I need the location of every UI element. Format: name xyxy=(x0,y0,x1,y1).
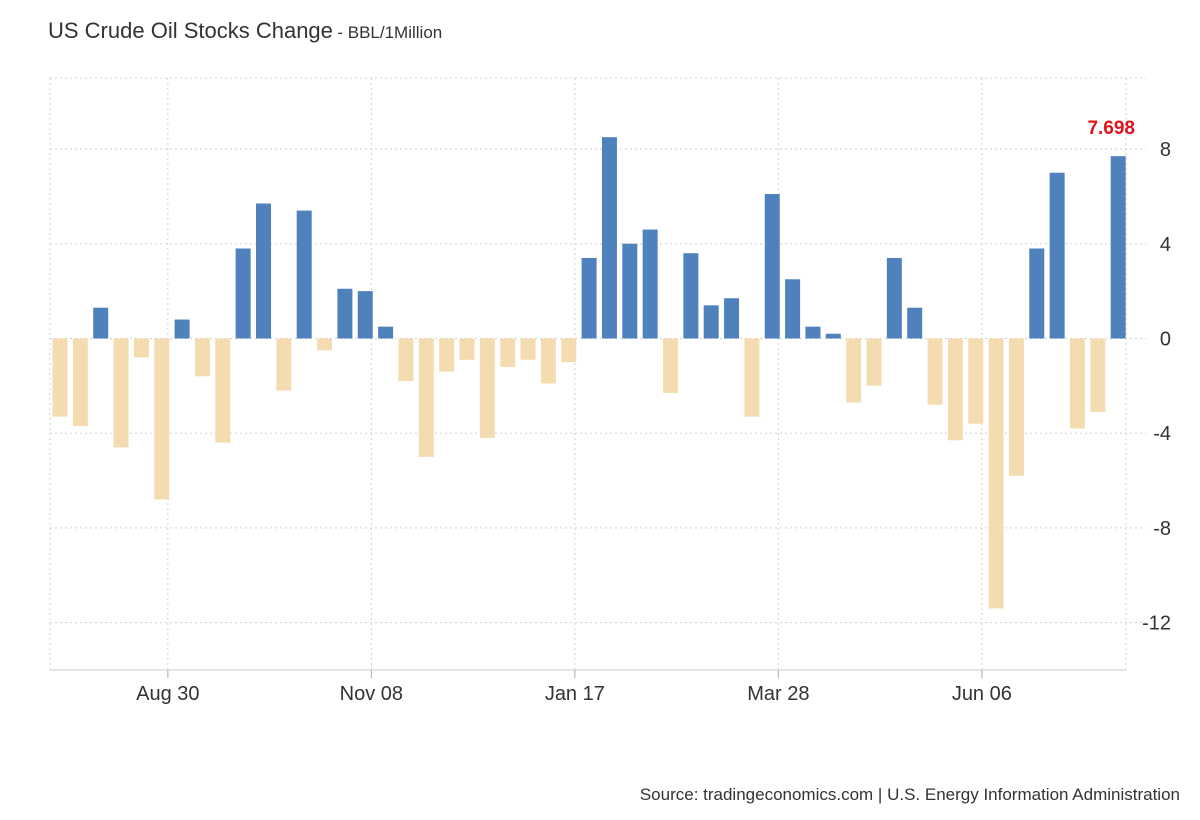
bar xyxy=(93,307,109,339)
bars xyxy=(52,137,1126,609)
x-tick-label: Mar 28 xyxy=(747,683,809,705)
bar xyxy=(1070,338,1085,429)
bar xyxy=(1049,172,1065,339)
bar xyxy=(785,279,801,339)
bar xyxy=(337,288,353,339)
tick-labels: 8 4 0 -4 -8 -12 Aug 30 Nov 08 Jan 17 Mar 28 Jun 06… xyxy=(136,118,1171,705)
bar xyxy=(561,338,577,363)
bar xyxy=(500,338,516,367)
bar xyxy=(296,210,312,339)
y-tick-label: -4 xyxy=(1153,423,1171,445)
bar xyxy=(459,338,475,360)
last-value-label: 7.698 xyxy=(1087,118,1135,139)
chart-title-block: US Crude Oil Stocks Change - BBL/1Millio… xyxy=(48,18,442,44)
bar xyxy=(581,257,597,339)
bar xyxy=(479,338,495,438)
bar xyxy=(764,194,780,339)
bar xyxy=(1110,156,1126,339)
bar xyxy=(846,338,862,403)
bar xyxy=(439,338,455,372)
bar xyxy=(256,203,271,339)
bar xyxy=(927,338,943,405)
bar xyxy=(398,338,414,382)
bar xyxy=(520,338,536,360)
bar xyxy=(1008,338,1024,476)
bar xyxy=(418,338,434,457)
y-tick-label: 0 xyxy=(1160,328,1171,350)
bar xyxy=(133,338,149,358)
axes xyxy=(50,669,1126,678)
x-tick-label: Jun 06 xyxy=(952,683,1012,705)
bar xyxy=(317,338,333,351)
bar xyxy=(72,338,88,427)
bar xyxy=(601,137,617,339)
bar xyxy=(805,326,821,339)
bar xyxy=(825,333,841,339)
bar xyxy=(642,229,658,339)
chart-subtitle: BBL/1Million xyxy=(347,23,443,42)
bar xyxy=(724,298,740,339)
bar xyxy=(540,338,556,384)
x-tick-label: Jan 17 xyxy=(545,683,605,705)
bar xyxy=(194,338,210,377)
bar xyxy=(1090,338,1106,412)
bar xyxy=(744,338,760,417)
bar xyxy=(113,338,129,448)
bar xyxy=(622,243,638,339)
bar xyxy=(154,338,170,500)
y-tick-label: -12 xyxy=(1142,613,1171,635)
bar xyxy=(866,338,882,386)
chart-title: US Crude Oil Stocks Change xyxy=(48,18,333,43)
x-tick-label: Nov 08 xyxy=(340,683,403,705)
bar xyxy=(968,338,984,424)
source-note: Source: tradingeconomics.com | U.S. Ener… xyxy=(639,785,1180,804)
y-tick-label: 4 xyxy=(1160,234,1171,256)
x-tick-label: Aug 30 xyxy=(136,683,199,705)
bar xyxy=(1029,248,1045,339)
bar xyxy=(174,319,190,339)
bar xyxy=(276,338,292,391)
bar xyxy=(357,291,373,339)
bar xyxy=(378,326,394,339)
bar xyxy=(947,338,963,441)
y-tick-label: -8 xyxy=(1153,518,1171,540)
bar xyxy=(663,338,678,393)
bar xyxy=(683,253,699,339)
bar xyxy=(907,307,923,339)
chart-subtitle-prefix: - xyxy=(337,23,348,42)
bar xyxy=(52,338,68,417)
bar xyxy=(215,338,231,443)
y-tick-label: 8 xyxy=(1160,139,1171,161)
bar xyxy=(886,257,902,339)
bar xyxy=(235,248,251,339)
bar xyxy=(703,305,719,339)
bar xyxy=(988,338,1004,609)
